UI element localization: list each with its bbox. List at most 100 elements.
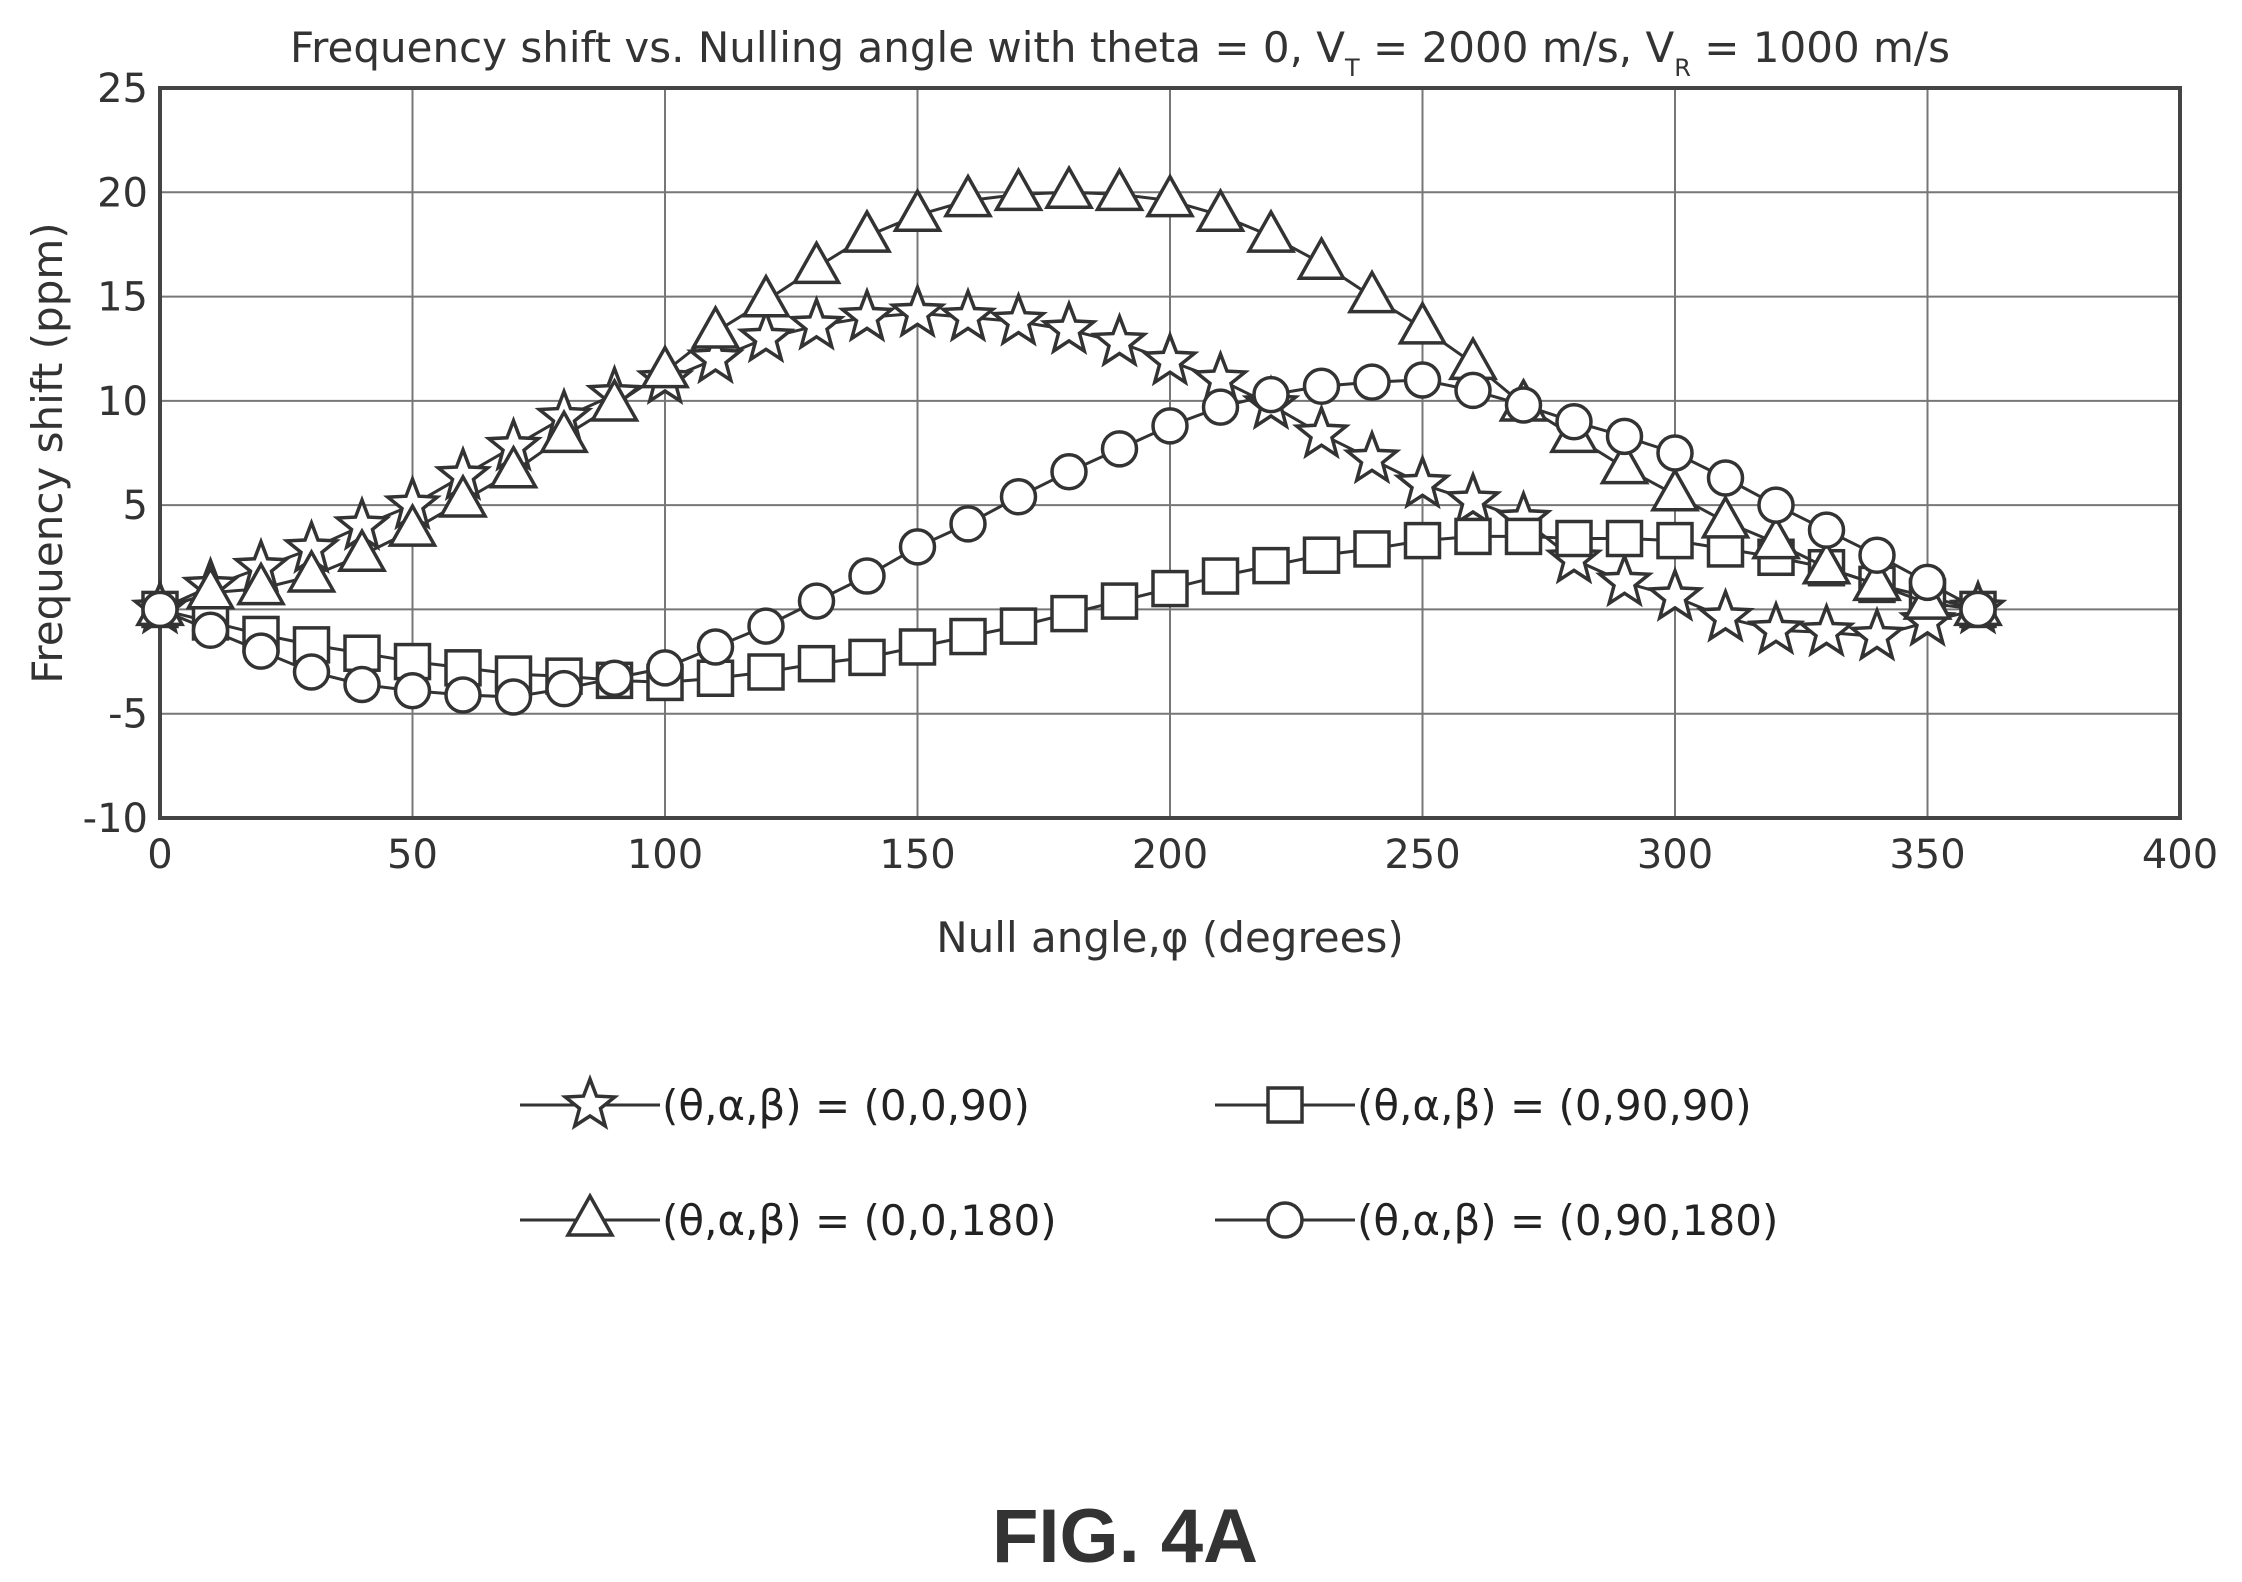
legend-item-star: (θ,α,β) = (0,0,90) <box>520 1074 1030 1130</box>
data-point-square <box>343 634 381 672</box>
data-point-triangle <box>1094 166 1145 212</box>
y-tick-label: -10 <box>83 796 148 842</box>
data-point-circle <box>1252 375 1290 414</box>
data-point-circle <box>595 659 634 698</box>
data-point-square <box>747 653 785 691</box>
data-point-circle <box>1807 511 1846 549</box>
data-point-square <box>1151 569 1189 608</box>
data-point-triangle <box>1145 173 1195 218</box>
data-point-triangle <box>1852 556 1902 602</box>
data-point-star <box>837 286 897 343</box>
data-point-circle <box>1656 434 1694 472</box>
data-point-triangle <box>438 473 488 518</box>
legend-marker-triangle <box>565 1192 615 1237</box>
data-point-circle <box>1605 417 1644 456</box>
x-tick-label: 300 <box>1637 832 1713 878</box>
legend-item-triangle: (θ,α,β) = (0,0,180) <box>520 1192 1057 1245</box>
data-point-triangle <box>488 444 539 489</box>
chart-title-subscript-r: R <box>1674 54 1691 82</box>
data-point-circle <box>797 582 836 620</box>
data-point-triangle <box>791 239 842 285</box>
data-point-triangle <box>640 344 690 389</box>
data-point-circle <box>1353 363 1391 401</box>
chart-title-suffix: = 1000 m/s <box>1691 23 1950 72</box>
legend-marker-star <box>560 1074 620 1130</box>
data-point-star <box>787 294 846 351</box>
data-point-triangle <box>1397 300 1448 345</box>
data-point-star <box>1443 470 1503 526</box>
x-tick-label: 0 <box>147 832 172 878</box>
series-circle <box>141 361 1997 716</box>
data-point-triangle <box>185 565 236 610</box>
data-point-star <box>1039 298 1099 356</box>
data-point-circle <box>1302 367 1341 406</box>
data-point-star <box>1292 403 1351 460</box>
data-point-triangle <box>741 273 791 318</box>
data-point-square <box>1201 557 1240 595</box>
data-point-circle <box>191 611 230 650</box>
data-point-star <box>1797 601 1856 658</box>
data-point-circle <box>1757 486 1795 524</box>
data-point-star <box>1595 551 1654 608</box>
y-tick-label: 20 <box>97 170 148 216</box>
x-tick-label: 100 <box>627 832 703 878</box>
data-point-star <box>736 307 796 364</box>
y-tick-label: 5 <box>123 483 148 529</box>
data-point-circle <box>949 505 987 543</box>
data-point-triangle <box>387 502 438 547</box>
data-point-star <box>1090 311 1149 368</box>
data-point-circle <box>242 632 280 670</box>
data-point-circle <box>545 669 583 708</box>
y-tick-label: -5 <box>108 692 148 738</box>
data-point-circle <box>343 665 381 704</box>
x-tick-label: 200 <box>1132 832 1208 878</box>
plot-area-frame <box>158 86 2182 820</box>
data-point-square <box>848 638 886 677</box>
data-point-triangle <box>1700 494 1751 539</box>
data-point-triangle <box>1801 540 1852 585</box>
data-point-triangle <box>690 304 741 349</box>
data-point-square <box>696 659 735 698</box>
data-point-circle <box>444 676 482 714</box>
x-tick-label: 150 <box>879 832 955 878</box>
data-point-triangle <box>236 561 286 606</box>
data-point-square <box>1252 546 1290 585</box>
data-point-circle <box>1706 459 1745 497</box>
data-point-circle <box>999 478 1038 516</box>
figure-label: FIG. 4A <box>992 1494 1258 1579</box>
x-axis-label: Null angle,φ (degrees) <box>936 913 1404 962</box>
legend-label: (θ,α,β) = (0,0,180) <box>662 1196 1057 1245</box>
data-point-triangle <box>1246 208 1296 253</box>
data-point-star <box>1696 586 1755 643</box>
data-point-star <box>1140 330 1200 387</box>
data-point-circle <box>1454 371 1492 410</box>
data-point-circle <box>1908 563 1947 602</box>
legend-item-square: (θ,α,β) = (0,90,90) <box>1215 1081 1752 1130</box>
data-point-star <box>989 290 1048 347</box>
y-tick-label: 25 <box>97 66 148 112</box>
data-point-square <box>1605 519 1644 558</box>
legend-label: (θ,α,β) = (0,0,90) <box>662 1081 1030 1130</box>
legend-label: (θ,α,β) = (0,90,90) <box>1357 1081 1752 1130</box>
data-point-circle <box>848 557 886 595</box>
data-point-square <box>1403 521 1442 560</box>
data-point-star <box>1847 605 1907 662</box>
data-point-triangle <box>943 173 993 218</box>
data-point-triangle <box>1347 269 1397 314</box>
data-point-triangle <box>589 377 640 422</box>
data-point-star <box>1645 565 1705 622</box>
data-point-circle <box>1050 453 1088 491</box>
data-point-square <box>949 617 987 656</box>
data-point-circle <box>747 607 785 645</box>
data-point-star <box>1746 599 1806 656</box>
data-point-circle <box>696 628 735 666</box>
chart-title-subscript-t: T <box>1344 54 1360 82</box>
data-point-star <box>1342 428 1402 485</box>
data-point-circle <box>1959 590 1997 629</box>
chart-title: Frequency shift vs. Nulling angle with t… <box>290 23 1950 82</box>
y-tick-label: 15 <box>97 275 148 321</box>
data-point-circle <box>1555 402 1593 441</box>
x-tick-label: 400 <box>2142 832 2218 878</box>
legend-item-circle: (θ,α,β) = (0,90,180) <box>1215 1196 1778 1245</box>
